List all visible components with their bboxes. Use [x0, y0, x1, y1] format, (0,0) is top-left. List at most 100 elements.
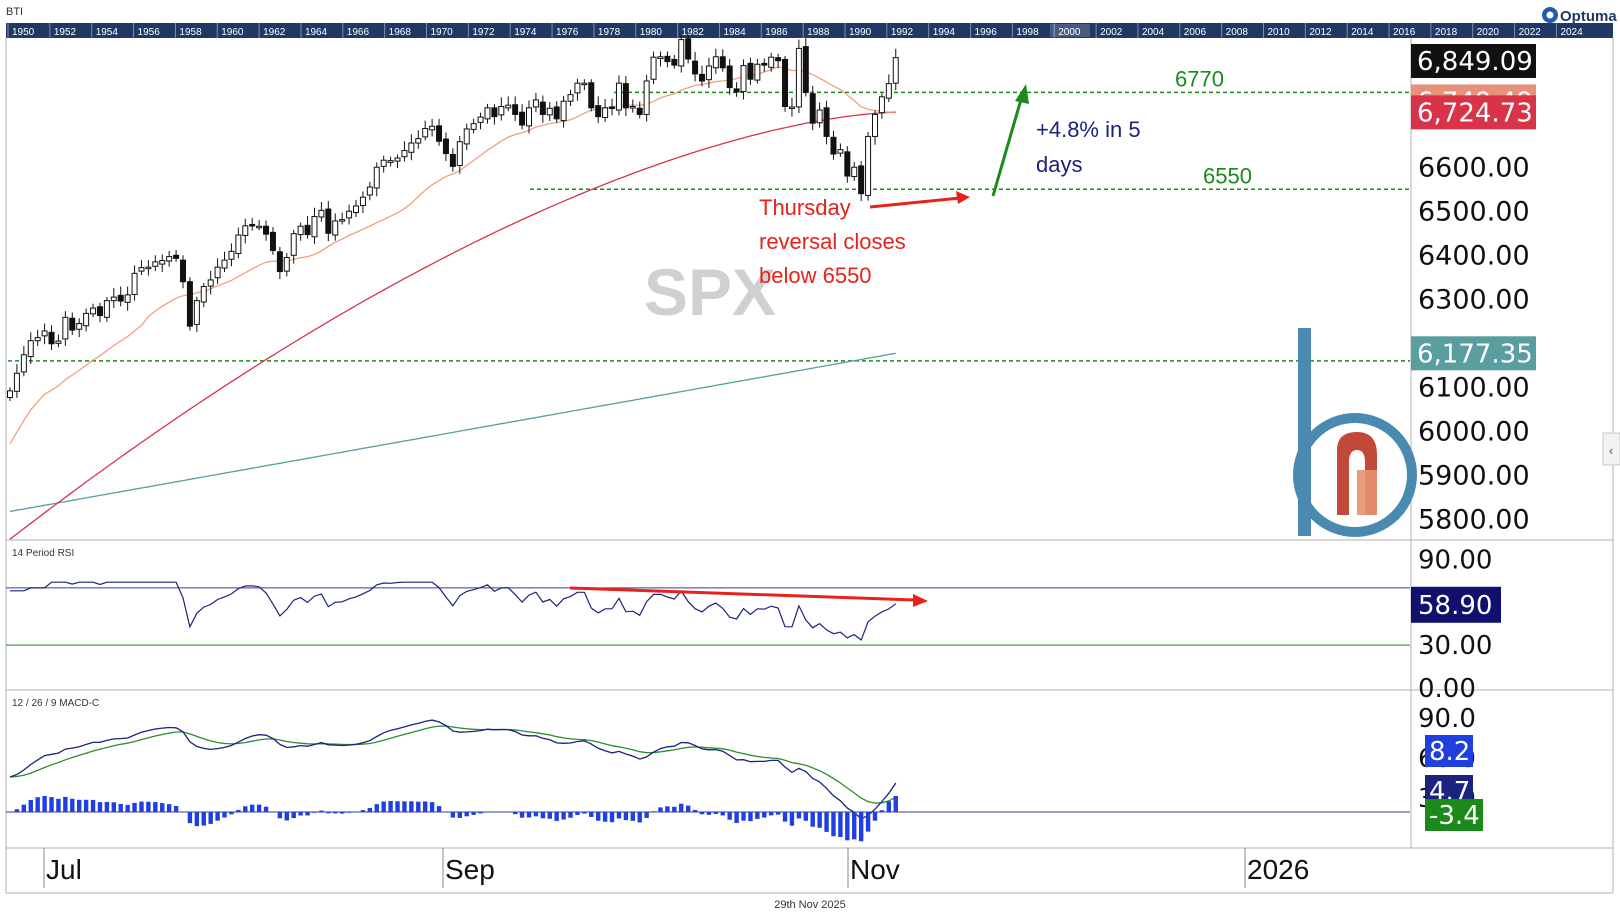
candle[interactable] — [145, 260, 152, 276]
candle[interactable] — [20, 345, 27, 377]
candle[interactable] — [200, 283, 207, 308]
candle[interactable] — [353, 199, 359, 217]
candle[interactable] — [532, 92, 539, 113]
candle[interactable] — [754, 58, 761, 84]
price-panel[interactable]: 6600.00 6500.00 6400.00 6300.00 6100.00 6000.… — [7, 35, 1537, 540]
candle[interactable] — [290, 229, 297, 264]
candle[interactable] — [512, 96, 519, 122]
candle[interactable] — [387, 156, 394, 167]
candle[interactable] — [311, 207, 318, 244]
candle[interactable] — [747, 57, 754, 85]
candle[interactable] — [173, 250, 180, 262]
candle[interactable] — [650, 51, 657, 85]
candle[interactable] — [463, 123, 470, 151]
candle[interactable] — [885, 74, 892, 103]
candle[interactable] — [207, 270, 214, 295]
candle[interactable] — [622, 76, 629, 117]
candle[interactable] — [442, 132, 449, 162]
candle[interactable] — [602, 99, 609, 122]
candle[interactable] — [235, 227, 242, 259]
candle[interactable] — [615, 75, 622, 116]
candle[interactable] — [560, 95, 567, 128]
candle[interactable] — [117, 286, 124, 307]
candle[interactable] — [297, 222, 304, 241]
candle[interactable] — [782, 55, 789, 112]
candle[interactable] — [470, 118, 477, 134]
candle[interactable] — [27, 332, 34, 365]
candle[interactable] — [851, 161, 858, 181]
candle[interactable] — [726, 58, 733, 95]
candle[interactable] — [505, 96, 512, 112]
candle[interactable] — [699, 65, 705, 87]
candle[interactable] — [7, 387, 13, 401]
candle[interactable] — [96, 302, 103, 323]
candle[interactable] — [795, 39, 802, 114]
candle[interactable] — [41, 323, 48, 345]
candle[interactable] — [422, 120, 429, 141]
candle[interactable] — [740, 59, 747, 100]
candle[interactable] — [304, 216, 311, 239]
candle[interactable] — [249, 217, 256, 231]
candle[interactable] — [553, 101, 560, 123]
candle[interactable] — [228, 243, 235, 267]
candle[interactable] — [609, 98, 616, 116]
candle[interactable] — [705, 57, 712, 89]
candle[interactable] — [242, 218, 249, 244]
candle[interactable] — [539, 95, 546, 123]
candle[interactable] — [685, 35, 692, 64]
candle[interactable] — [263, 220, 270, 241]
candle[interactable] — [325, 201, 332, 242]
timeline-strip[interactable]: 1950 1952 1954 1956 1958 1960 1962 1964 1966 1968… — [6, 23, 1613, 38]
candle[interactable] — [719, 49, 726, 72]
candle[interactable] — [574, 78, 581, 101]
candle[interactable] — [809, 85, 816, 131]
candle[interactable] — [733, 82, 740, 97]
candle[interactable] — [837, 143, 844, 157]
candle[interactable] — [678, 35, 685, 73]
candle[interactable] — [498, 97, 505, 121]
candle[interactable] — [13, 364, 20, 398]
candle[interactable] — [221, 251, 228, 273]
macd-panel[interactable]: 90.060.030.08.24.7-3.4 — [6, 704, 1483, 842]
collapse-panel-button[interactable]: ‹ — [1602, 432, 1620, 466]
candle[interactable] — [62, 311, 69, 346]
timeline-viewport-marker[interactable] — [1050, 24, 1090, 37]
candle[interactable] — [90, 303, 97, 318]
candle[interactable] — [567, 89, 574, 107]
candle[interactable] — [872, 110, 878, 145]
candle[interactable] — [768, 52, 775, 72]
candle[interactable] — [318, 202, 325, 222]
candle[interactable] — [844, 146, 851, 183]
candle[interactable] — [359, 191, 366, 214]
candle[interactable] — [692, 51, 699, 82]
candle[interactable] — [775, 53, 782, 69]
candle[interactable] — [858, 161, 865, 202]
candle[interactable] — [588, 79, 595, 112]
candle[interactable] — [124, 286, 131, 311]
candle[interactable] — [629, 99, 636, 113]
candle[interactable] — [415, 130, 422, 149]
candle[interactable] — [276, 246, 283, 280]
candle[interactable] — [69, 312, 76, 335]
rsi-panel[interactable]: 90.00 30.00 0.00 58.90 — [6, 545, 1501, 704]
candle[interactable] — [484, 103, 491, 124]
candle[interactable] — [491, 104, 498, 125]
candle[interactable] — [546, 102, 553, 122]
candle[interactable] — [408, 134, 415, 161]
candle[interactable] — [519, 104, 526, 130]
candle[interactable] — [339, 212, 346, 225]
candle[interactable] — [429, 118, 436, 137]
candle[interactable] — [816, 102, 823, 128]
candle[interactable] — [892, 48, 899, 91]
candle[interactable] — [159, 254, 166, 273]
candle[interactable] — [788, 97, 795, 117]
candle[interactable] — [152, 255, 159, 272]
candle[interactable] — [394, 154, 401, 169]
candle[interactable] — [823, 100, 830, 145]
candle[interactable] — [581, 79, 588, 91]
candle[interactable] — [401, 141, 408, 162]
candle[interactable] — [131, 265, 138, 301]
candle[interactable] — [83, 308, 90, 332]
candle[interactable] — [269, 227, 276, 255]
candle[interactable] — [761, 58, 768, 72]
